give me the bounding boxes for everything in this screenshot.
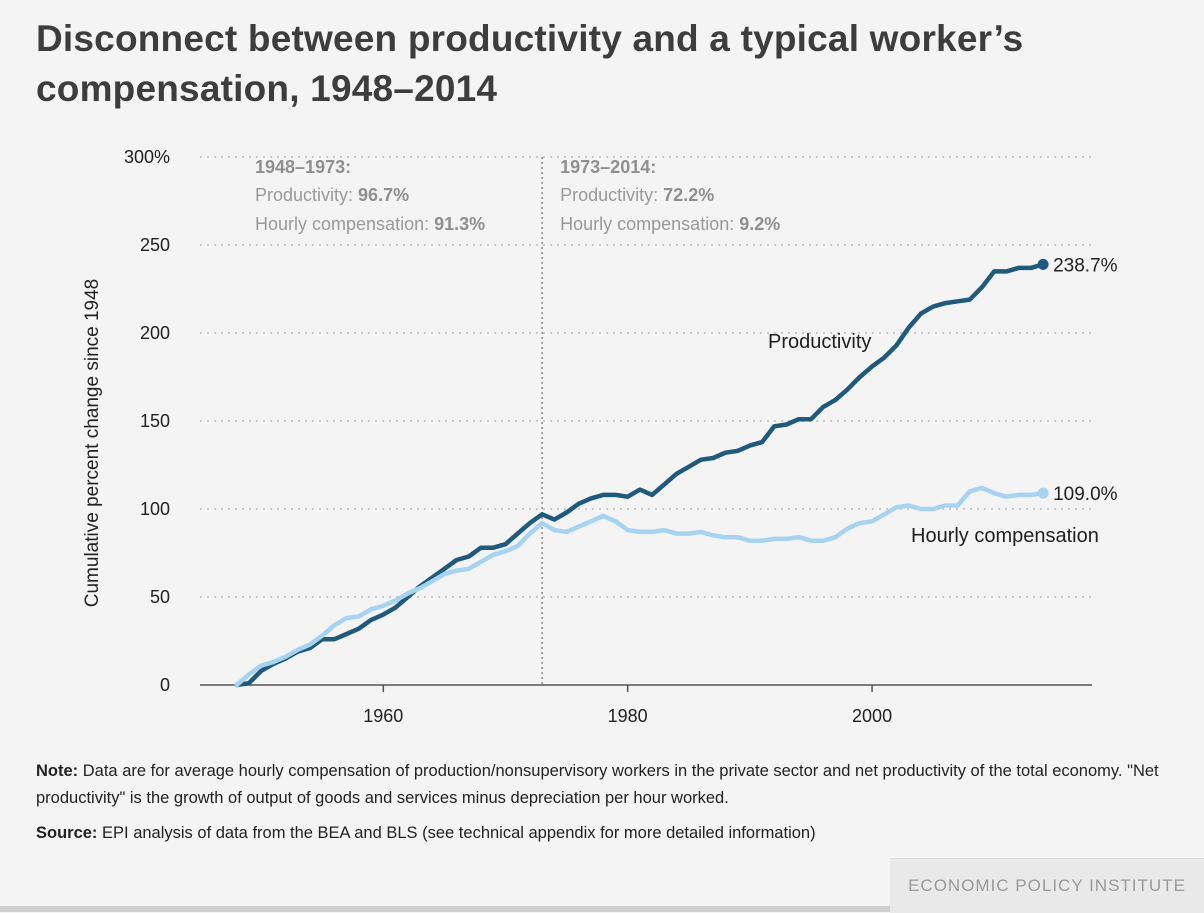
annotation-metric-label: Hourly compensation: <box>255 214 434 234</box>
annotation-heading: 1973–2014: <box>560 157 656 177</box>
y-axis-title: Cumulative percent change since 1948 <box>82 279 103 607</box>
annotation-metric-value: 96.7% <box>358 185 409 205</box>
annotation-line: Hourly compensation: 9.2% <box>560 214 780 234</box>
y-tick-label: 200 <box>140 323 170 343</box>
series-end-label: 109.0% <box>1053 484 1118 505</box>
annotation-metric-label: Productivity: <box>255 185 358 205</box>
annotation-metric-label: Hourly compensation: <box>560 214 739 234</box>
publisher-brand: ECONOMIC POLICY INSTITUTE <box>890 858 1204 913</box>
series-label-productivity: Productivity <box>768 331 871 353</box>
source-label: Source: <box>36 824 98 842</box>
annotation-metric-label: Productivity: <box>560 185 663 205</box>
series-label-hourly-compensation: Hourly compensation <box>911 525 1099 547</box>
y-tick-label: 100 <box>140 499 170 519</box>
annotation-line: Hourly compensation: 91.3% <box>255 214 485 234</box>
bottom-rule <box>0 906 890 912</box>
y-tick-label: 50 <box>150 587 170 607</box>
y-tick-label: 0 <box>160 675 170 695</box>
annotation-line: Productivity: 96.7% <box>255 185 409 205</box>
annotation-metric-value: 72.2% <box>663 185 714 205</box>
y-tick-label: 250 <box>140 235 170 255</box>
period-annotations: 1948–1973: Productivity: 96.7% Hourly comp… <box>255 157 780 234</box>
annotation-line: Productivity: 72.2% <box>560 185 714 205</box>
y-tick-label: 150 <box>140 411 170 431</box>
line-chart: 0 50 100 150 200 250 300% Cumulative percent ch… <box>82 147 1118 726</box>
series-lines <box>234 258 1049 688</box>
series-end-label: 238.7% <box>1053 255 1118 276</box>
x-tick-label: 1980 <box>608 706 648 726</box>
series-line-productivity <box>234 262 1046 688</box>
note-label: Note: <box>36 762 79 780</box>
x-tick-label: 1960 <box>363 706 403 726</box>
note-paragraph: Note: Data are for average hourly compen… <box>36 758 1176 812</box>
series-labels: 238.7% 109.0% Productivity Hourly compensat… <box>768 255 1118 547</box>
x-axis: 1960 1980 2000 <box>200 684 1092 726</box>
annotation-metric-value: 9.2% <box>739 214 780 234</box>
series-end-marker <box>1037 487 1049 499</box>
annotation-heading: 1948–1973: <box>255 157 351 177</box>
annotation-metric-value: 91.3% <box>434 214 485 234</box>
chart-notes: Note: Data are for average hourly compen… <box>36 758 1176 855</box>
series-end-marker <box>1037 258 1049 270</box>
source-paragraph: Source: EPI analysis of data from the BE… <box>36 820 1176 847</box>
note-text: Data are for average hourly compensation… <box>36 762 1159 807</box>
series-line-hourly-compensation <box>234 485 1046 688</box>
x-tick-label: 2000 <box>852 706 892 726</box>
gridlines <box>200 156 1092 598</box>
chart-title: Disconnect between productivity and a ty… <box>36 18 1024 109</box>
source-text: EPI analysis of data from the BEA and BL… <box>97 824 816 842</box>
y-tick-label: 300% <box>124 147 170 167</box>
y-axis: 0 50 100 150 200 250 300% Cumulative percent ch… <box>82 147 170 695</box>
